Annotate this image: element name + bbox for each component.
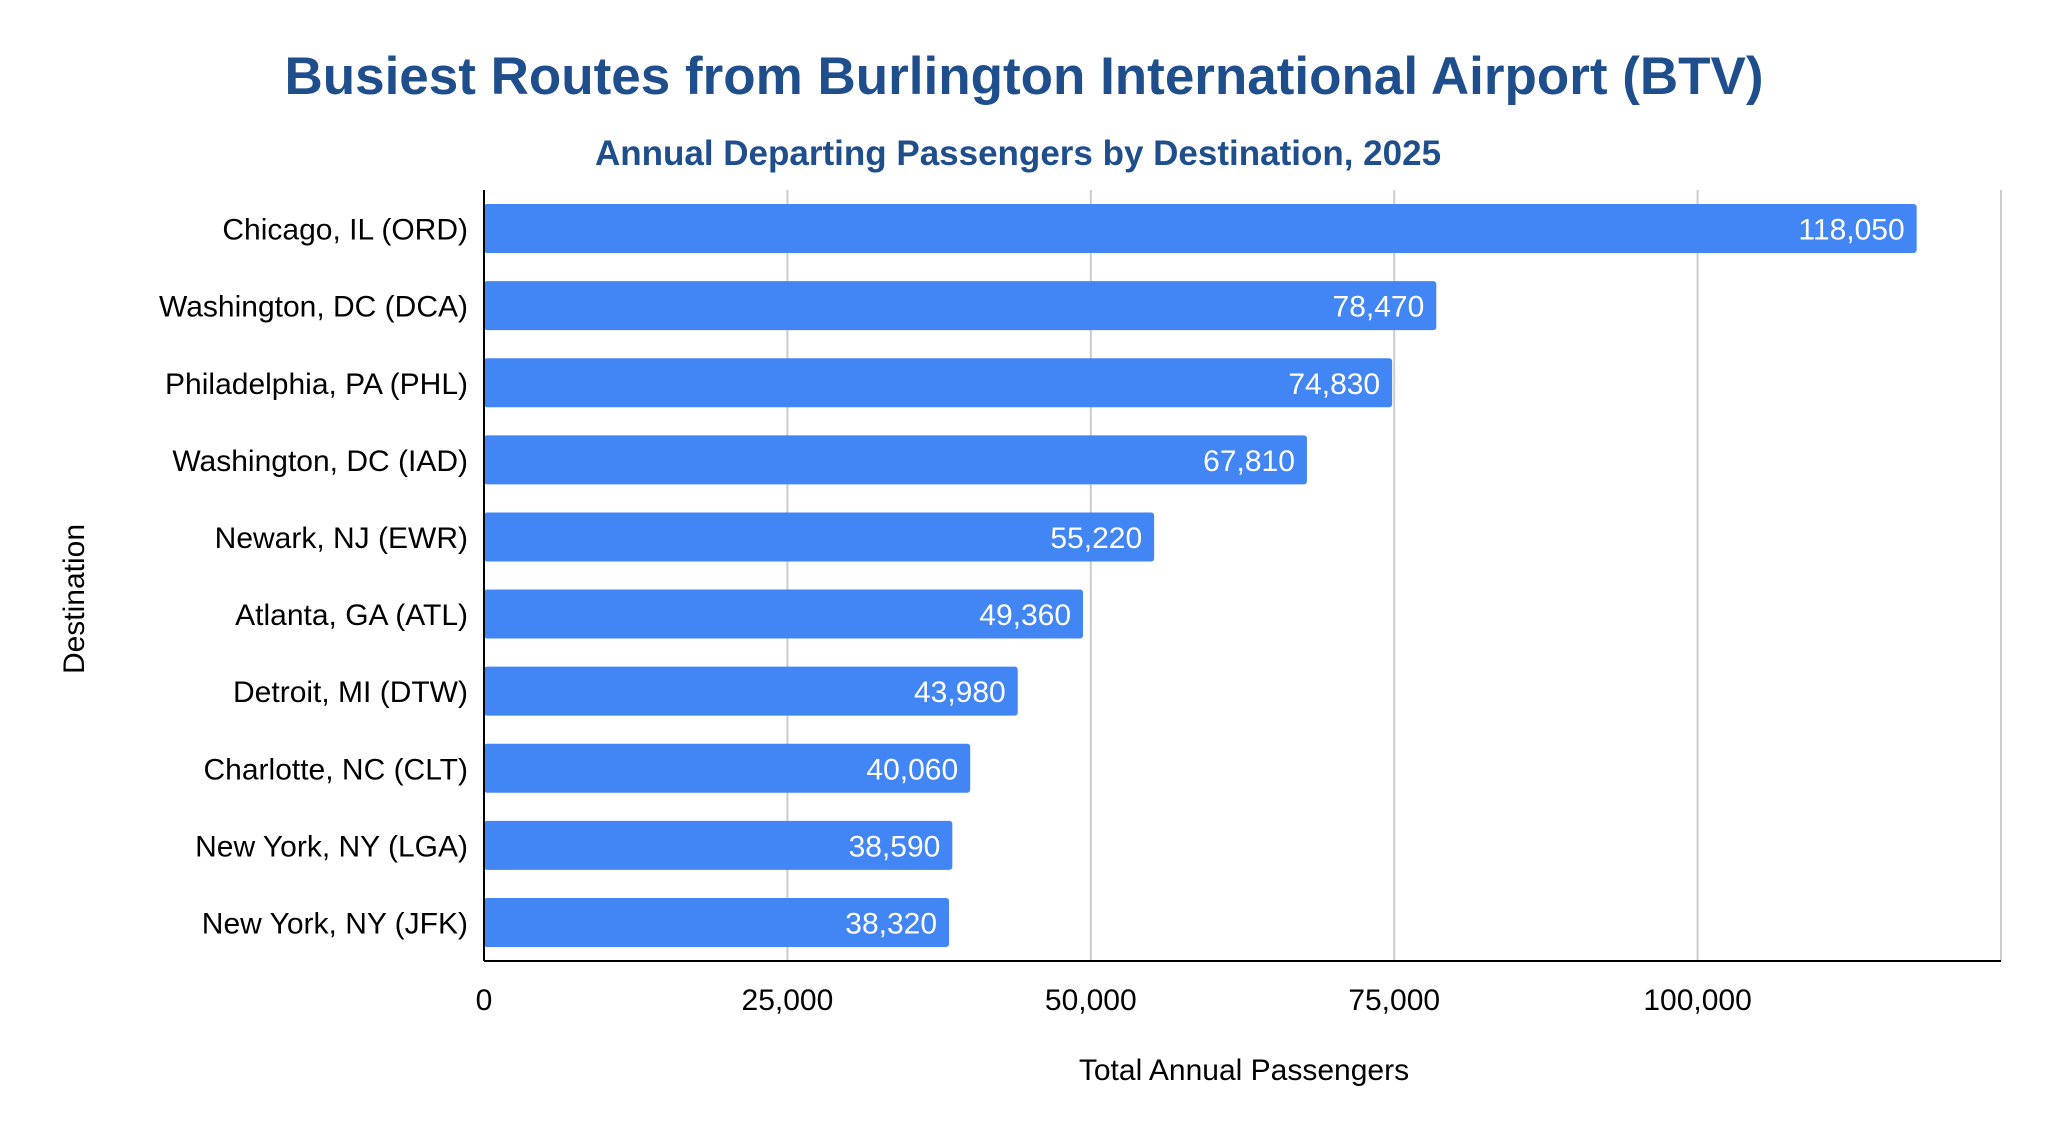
bar [484, 589, 1084, 639]
category-label: Philadelphia, PA (PHL) [165, 368, 468, 401]
bar [484, 666, 1018, 716]
bar [484, 435, 1307, 485]
x-tick-label: 0 [476, 984, 493, 1017]
axes: 0 25,000 50,000 75,000 100,000 [476, 190, 2001, 1017]
data-label: 38,320 [845, 907, 937, 940]
data-label: 78,470 [1333, 291, 1425, 324]
category-label: New York, NY (JFK) [202, 907, 468, 940]
category-label: Washington, DC (DCA) [159, 291, 468, 324]
bar [484, 897, 950, 947]
category-label: Detroit, MI (DTW) [233, 676, 468, 709]
category-label: Chicago, IL (ORD) [222, 214, 468, 247]
category-label: Atlanta, GA (ATL) [235, 599, 468, 632]
data-label: 118,050 [1798, 214, 1904, 247]
x-tick-label: 50,000 [1045, 984, 1137, 1017]
category-label: New York, NY (LGA) [195, 830, 468, 863]
data-label: 38,590 [849, 830, 941, 863]
bars [484, 204, 1917, 947]
y-axis-title: Destination [58, 524, 91, 674]
category-label: Washington, DC (IAD) [172, 445, 468, 478]
bar [484, 512, 1155, 562]
bar [484, 743, 971, 793]
x-axis-title: Total Annual Passengers [1079, 1054, 1409, 1087]
bar [484, 204, 1917, 254]
data-label: 67,810 [1203, 445, 1295, 478]
chart-subtitle: Annual Departing Passengers by Destinati… [595, 134, 1441, 173]
category-label: Charlotte, NC (CLT) [204, 753, 469, 786]
chart-title: Busiest Routes from Burlington Internati… [284, 47, 1763, 106]
data-labels: 118,050 Chicago, IL (ORD) 78,470 Washington… [159, 214, 1905, 941]
data-label: 74,830 [1288, 368, 1380, 401]
x-tick-label: 75,000 [1348, 984, 1440, 1017]
bar [484, 358, 1393, 408]
bar [484, 820, 953, 870]
data-label: 43,980 [914, 676, 1006, 709]
category-label: Newark, NJ (EWR) [215, 522, 468, 555]
data-label: 49,360 [979, 599, 1071, 632]
data-label: 55,220 [1050, 522, 1142, 555]
x-tick-label: 100,000 [1643, 984, 1751, 1017]
x-tick-label: 25,000 [742, 984, 834, 1017]
data-label: 40,060 [866, 753, 958, 786]
bar [484, 281, 1437, 331]
